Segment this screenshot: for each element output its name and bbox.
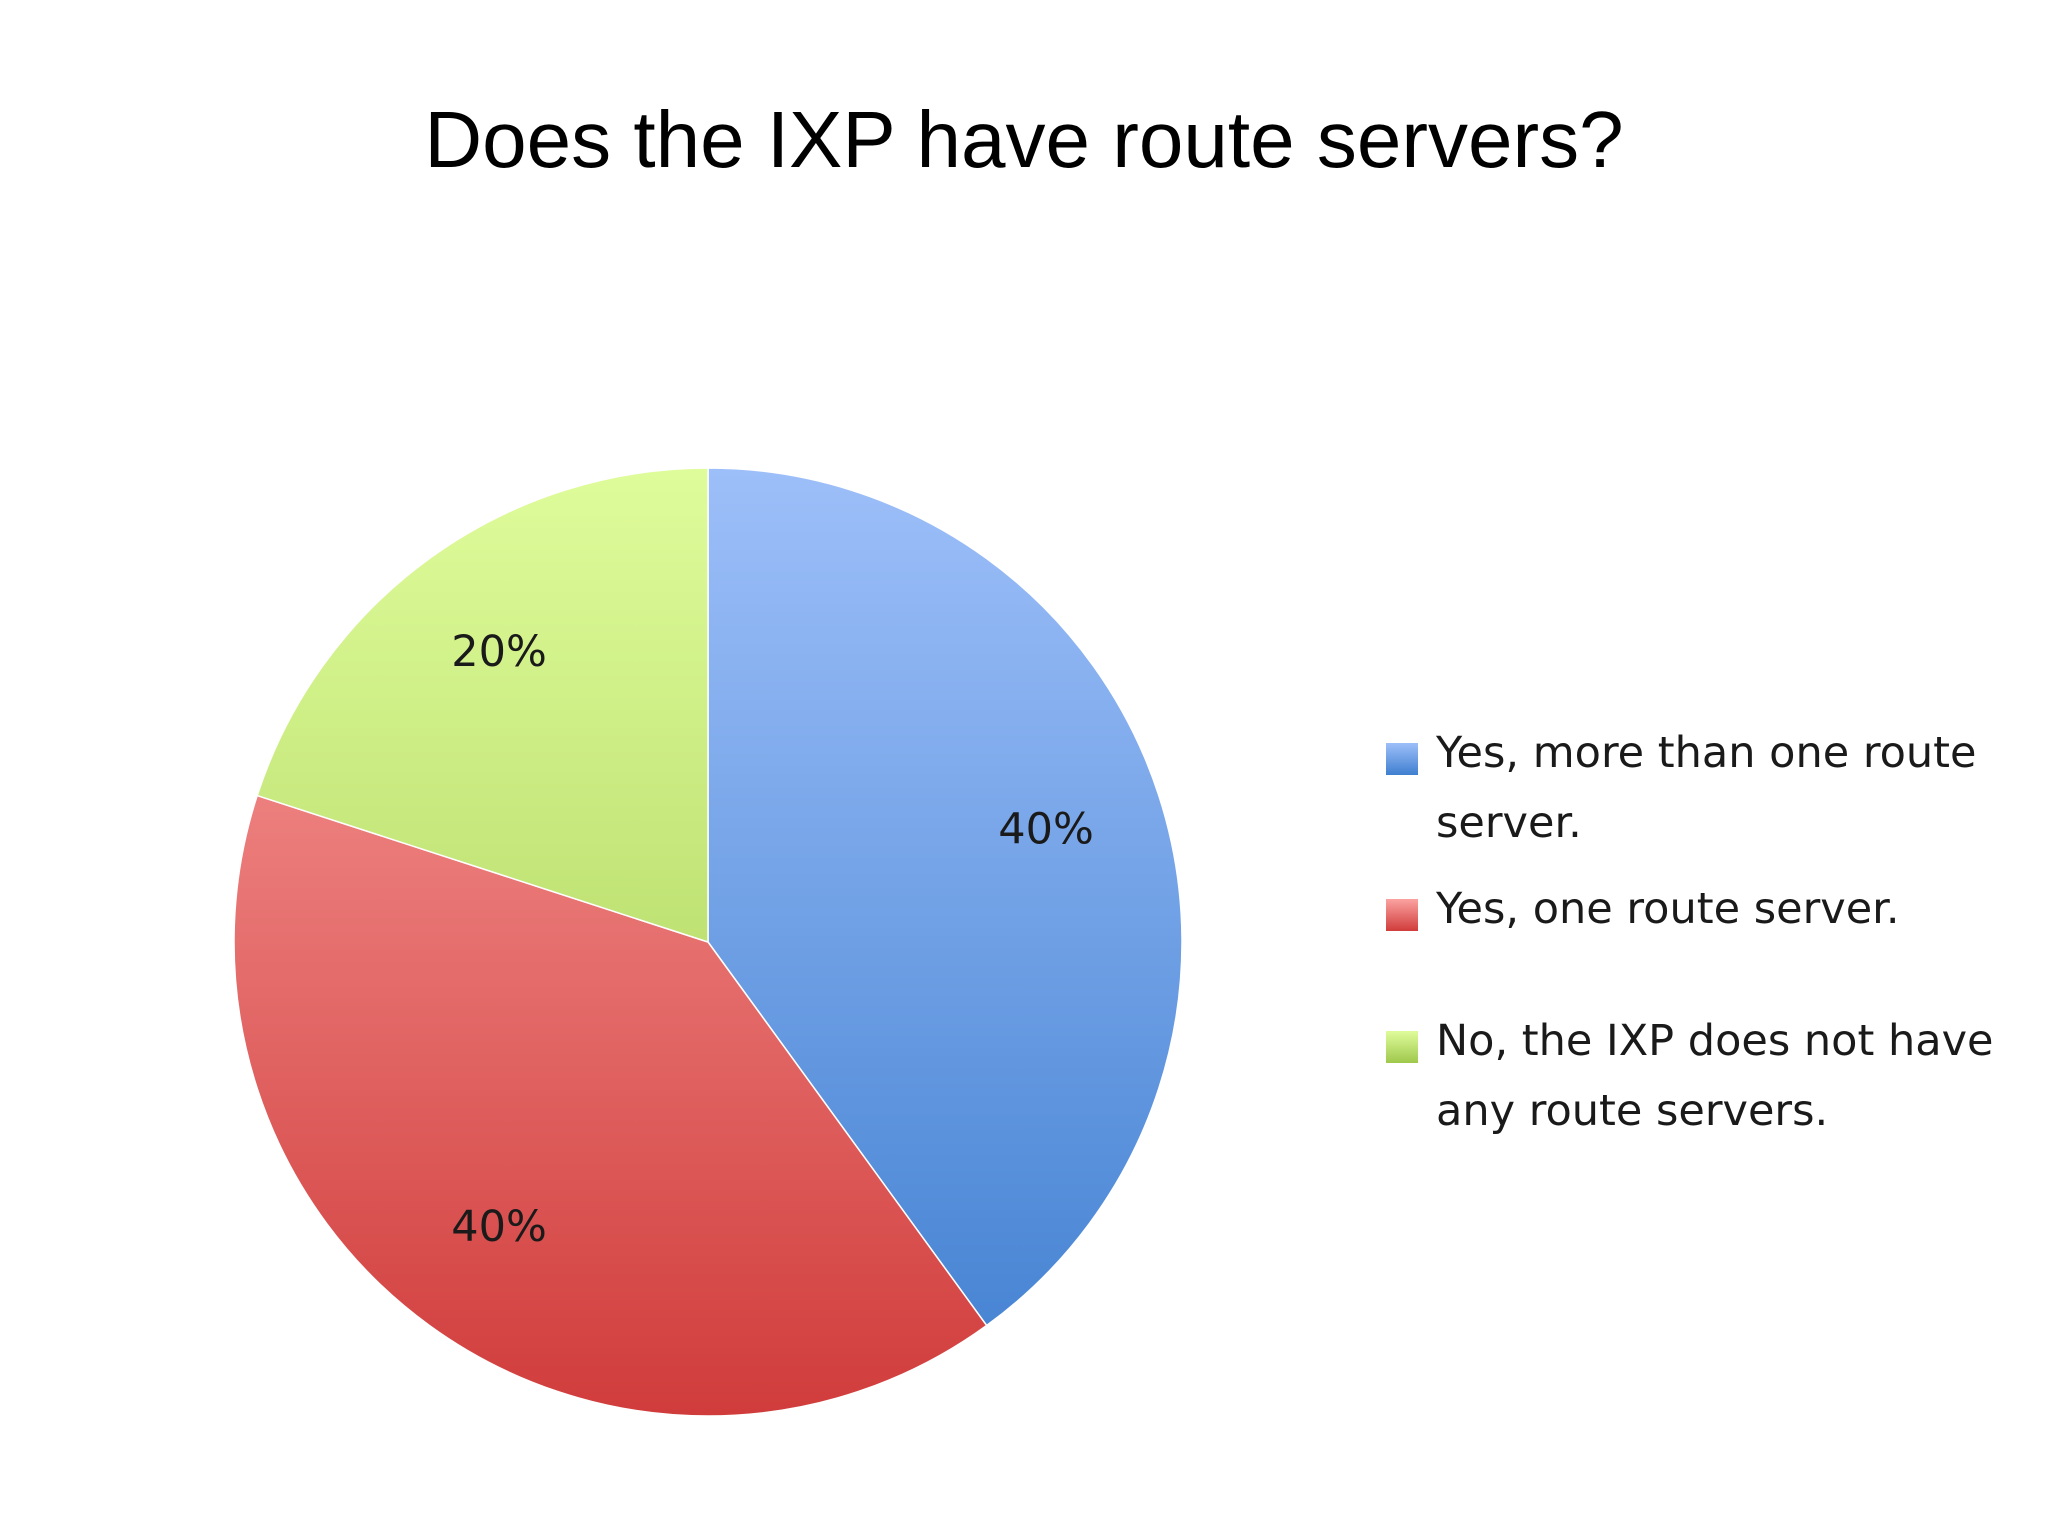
legend: Yes, more than one route server. Yes, on…: [1386, 718, 2036, 1146]
legend-item-one: Yes, one route server.: [1386, 874, 2036, 944]
chart-title: Does the IXP have route servers?: [424, 95, 1624, 184]
pie-slice-none: [256, 467, 709, 944]
legend-label: Yes, one route server.: [1436, 884, 1900, 934]
legend-swatch-none: [1386, 1031, 1418, 1063]
legend-item-more-than-one: Yes, more than one route server.: [1386, 718, 2036, 858]
data-label-none: 20%: [451, 627, 547, 677]
legend-swatch-more-than-one: [1386, 743, 1418, 775]
pie-slice-more-than-one: [707, 467, 1183, 1327]
legend-swatch-one: [1386, 899, 1418, 931]
data-label-more-than-one: 40%: [998, 805, 1094, 855]
legend-label: No, the IXP does not have any route serv…: [1436, 1016, 1994, 1136]
legend-label: Yes, more than one route server.: [1436, 728, 1977, 848]
pie-slice-one: [233, 794, 988, 1417]
data-label-one: 40%: [451, 1202, 547, 1252]
legend-item-none: No, the IXP does not have any route serv…: [1386, 1006, 2036, 1146]
